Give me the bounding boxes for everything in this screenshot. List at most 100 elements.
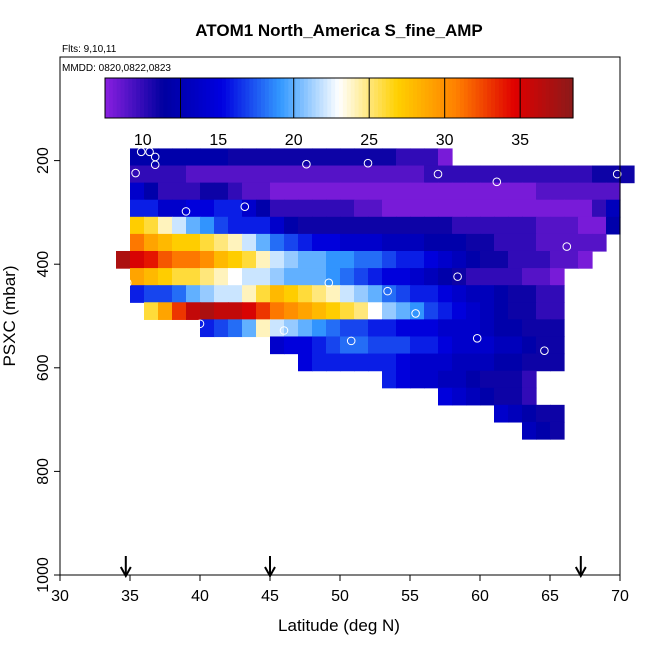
heatmap-cell xyxy=(578,233,593,252)
heatmap-cell xyxy=(494,182,509,201)
heatmap-cell xyxy=(214,216,229,235)
down-arrow-marker xyxy=(574,556,587,579)
heatmap-cell xyxy=(410,233,425,252)
heatmap-cell xyxy=(452,268,467,286)
colorbar-segment xyxy=(311,78,317,118)
heatmap-cell xyxy=(410,268,425,286)
heatmap-cell xyxy=(452,199,467,218)
heatmap-cell xyxy=(480,165,495,184)
heatmap-cell xyxy=(242,182,257,201)
heatmap-cell xyxy=(326,285,341,303)
heatmap-cell xyxy=(396,302,411,320)
heatmap-cell xyxy=(382,370,397,389)
heatmap-cell xyxy=(396,285,411,303)
observation-point xyxy=(562,242,572,251)
chart-title: ATOM1 North_America S_fine_AMP xyxy=(195,21,483,40)
colorbar-segment xyxy=(210,78,215,118)
colorbar-segment xyxy=(116,78,122,118)
latitude-markers xyxy=(119,556,587,579)
heatmap-cell xyxy=(438,165,453,184)
colorbar-segment xyxy=(553,78,558,118)
heatmap-cell xyxy=(228,319,243,338)
heatmap-cell xyxy=(158,302,173,320)
colorbar-segment xyxy=(491,78,496,118)
colorbar-tick-label: 35 xyxy=(511,132,529,149)
x-tick-label: 65 xyxy=(541,588,559,605)
heatmap-cell xyxy=(214,148,229,167)
y-tick-label: 200 xyxy=(35,147,52,174)
colorbar-segment xyxy=(241,78,246,118)
heatmap-cell xyxy=(452,250,467,269)
colorbar-segment xyxy=(514,78,519,118)
colorbar-segment xyxy=(510,78,516,118)
heatmap-cell xyxy=(298,302,313,320)
heatmap-cell xyxy=(550,216,565,235)
heatmap-cell xyxy=(522,387,537,406)
heatmap-cell xyxy=(298,285,313,303)
heatmap-cell xyxy=(326,216,341,235)
heatmap-cell xyxy=(214,268,229,286)
heatmap-cell xyxy=(578,250,593,269)
heatmap-cell xyxy=(494,319,509,338)
colorbar-segment xyxy=(112,78,118,118)
colorbar-segment xyxy=(522,78,527,118)
heatmap-cell xyxy=(536,216,551,235)
heatmap-cell xyxy=(508,165,523,184)
colorbar-segment xyxy=(261,78,266,118)
heatmap-cell xyxy=(284,165,299,184)
heatmap-cell xyxy=(508,216,523,235)
heatmap-cell xyxy=(508,182,523,201)
colorbar-segment xyxy=(136,78,141,118)
heatmap-cell xyxy=(256,182,271,201)
observation-point xyxy=(181,207,191,216)
heatmap-cell xyxy=(256,285,271,303)
heatmap-cell xyxy=(494,268,509,286)
heatmap-cell xyxy=(340,336,355,355)
colorbar-segment xyxy=(186,78,192,118)
heatmap-cell xyxy=(242,319,257,338)
colorbar-segment xyxy=(175,78,180,118)
heatmap-cell xyxy=(228,250,243,269)
heatmap-cell xyxy=(466,336,481,355)
colorbar-segment xyxy=(530,78,535,118)
heatmap-cell xyxy=(480,285,495,303)
heatmap-cell xyxy=(522,250,537,269)
heatmap-cell xyxy=(144,250,159,269)
heatmap-cell xyxy=(452,233,467,252)
heatmap-cell xyxy=(270,233,285,252)
heatmap-cell xyxy=(536,319,551,338)
heatmap-cell xyxy=(592,233,607,252)
colorbar-segment xyxy=(420,78,426,118)
heatmap-cell xyxy=(340,182,355,201)
heatmap-cell xyxy=(326,319,341,338)
heatmap-cell xyxy=(368,302,383,320)
heatmap-cell xyxy=(592,216,607,235)
heatmap-cell xyxy=(410,148,425,167)
colorbar-segment xyxy=(432,78,438,118)
heatmap-cell xyxy=(130,199,145,218)
colorbar-segment xyxy=(128,78,133,118)
colorbar-segment xyxy=(393,78,399,118)
heatmap-cell xyxy=(606,216,621,235)
heatmap-cell xyxy=(242,148,257,167)
heatmap-cell xyxy=(480,319,495,338)
heatmap-cell xyxy=(410,319,425,338)
heatmap-cell xyxy=(410,182,425,201)
heatmap-cell xyxy=(354,250,369,269)
heatmap-cell xyxy=(452,285,467,303)
heatmap-cell xyxy=(368,319,383,338)
heatmap-cell xyxy=(144,302,159,320)
heatmap-cell xyxy=(130,216,145,235)
heatmap-cell xyxy=(172,250,187,269)
heatmap-cell xyxy=(438,148,453,167)
heatmap-cell xyxy=(284,148,299,167)
heatmap-cell xyxy=(172,302,187,320)
colorbar-segment xyxy=(448,78,453,118)
heatmap-cell xyxy=(494,216,509,235)
heatmap-cell xyxy=(550,421,565,440)
colorbar-segment xyxy=(253,78,258,118)
heatmap-cell xyxy=(438,199,453,218)
colorbar-segment xyxy=(124,78,129,118)
heatmap-cell xyxy=(354,233,369,252)
heatmap-cell xyxy=(452,353,467,372)
